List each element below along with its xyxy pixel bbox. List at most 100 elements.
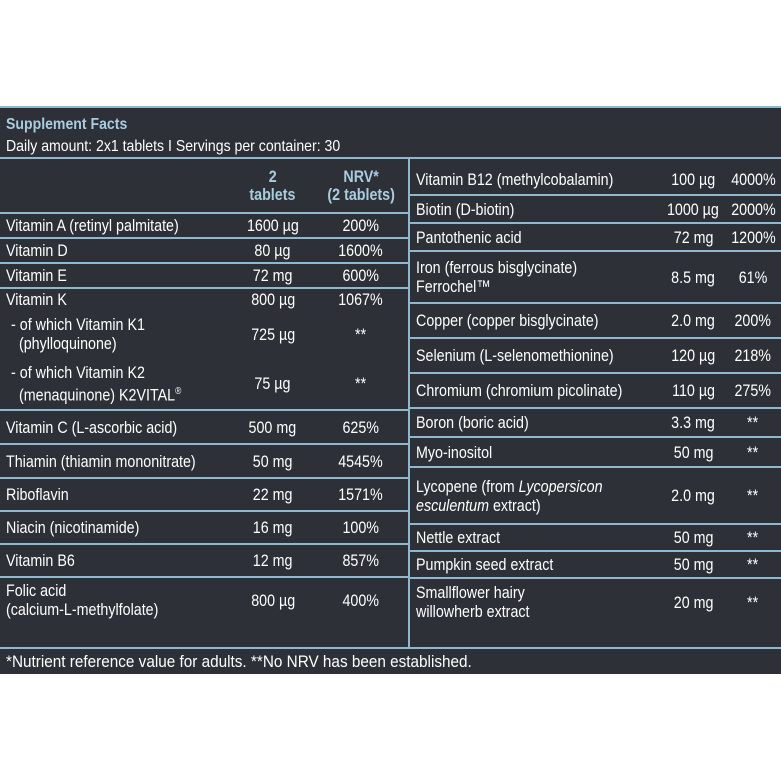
header-divider-left [0,157,408,159]
supplement-facts-panel: Supplement Facts Daily amount: 2x1 table… [0,106,781,674]
table-row: Vitamin E 72 mg 600% [0,263,408,289]
nutrient-nrv: 200% [734,311,772,330]
nutrient-name: Vitamin A (retinyl palmitate) [6,216,179,235]
nutrient-nrv: ** [747,486,759,505]
nutrient-name: Vitamin C (L-ascorbic acid) [6,417,178,437]
nutrient-name: Iron (ferrous bisglycinate) Ferrochel™ [416,258,578,296]
nutrient-nrv: ** [747,413,759,432]
nutrient-nrv: 857% [342,551,380,570]
nutrient-amount: 1000 µg [667,199,720,219]
nutrient-nrv: 2000% [730,199,776,219]
nutrient-name: - of which Vitamin K1 (phylloquinone) [11,315,145,353]
serving-info: Daily amount: 2x1 tablets I Servings per… [6,138,341,155]
nutrient-nrv: 275% [734,381,772,400]
nutrient-nrv: 1200% [730,227,776,247]
table-row: Vitamin A (retinyl palmitate) 1600 µg 20… [0,213,408,239]
nutrient-name: Biotin (D-biotin) [416,199,515,219]
nutrient-amount: 72 mg [252,266,293,285]
column-separator [408,157,410,647]
nutrient-nrv: 625% [342,417,380,437]
nutrient-name: Riboflavin [6,485,69,504]
nutrient-name: Vitamin D [6,241,68,260]
nrv-column-header: NRV* (2 tablets) [313,159,408,214]
nutrient-amount: 12 mg [252,551,293,570]
nutrient-amount: 20 mg [673,592,714,612]
nutrient-amount: 800 µg [250,290,295,309]
bottom-divider [0,647,781,649]
nutrient-amount: 500 mg [248,417,297,437]
right-nutrient-table: Vitamin B12 (methylcobalamin) 100 µg 400… [410,164,781,625]
nutrient-amount: 100 µg [671,169,716,189]
nutrient-nrv: 400% [342,590,380,610]
table-row: Boron (boric acid) 3.3 mg ** [410,408,781,438]
table-row: - of which Vitamin K1 (phylloquinone) 72… [0,310,408,358]
nutrient-name: Vitamin K [6,290,67,309]
nutrient-nrv: 600% [342,266,380,285]
table-row: Vitamin K 800 µg 1067% [0,288,408,310]
table-row: Vitamin D 80 µg 1600% [0,238,408,264]
nutrient-amount: 800 µg [250,590,295,610]
nutrient-amount: 110 µg [671,381,715,400]
table-row: Vitamin B6 12 mg 857% [0,544,408,578]
nutrient-nrv: 200% [342,216,380,235]
nutrient-amount: 50 mg [673,442,714,462]
nutrient-nrv: 1600% [338,241,384,260]
table-row: Lycopene (from Lycopersicon esculentum ex… [410,467,781,525]
table-row: Nettle extract 50 mg ** [410,524,781,552]
table-row: Thiamin (thiamin mononitrate) 50 mg 4545… [0,444,408,479]
nutrient-name: Copper (copper bisglycinate) [416,311,599,330]
nutrient-amount: 16 mg [252,518,293,537]
nutrient-nrv: 4545% [338,451,384,471]
table-row: Pumpkin seed extract 50 mg ** [410,551,781,579]
nutrient-amount: 50 mg [673,555,714,574]
nutrient-name: Folic acid (calcium-L-methylfolate) [6,581,159,619]
nutrient-amount: 8.5 mg [671,267,716,287]
table-row: Niacin (nicotinamide) 16 mg 100% [0,511,408,545]
table-row: Pantothenic acid 72 mg 1200% [410,223,781,252]
nutrient-nrv: 1571% [338,485,384,504]
nutrient-amount: 1600 µg [246,216,299,235]
top-border [0,106,781,108]
nutrient-amount: 2.0 mg [671,311,716,330]
nutrient-name: - of which Vitamin K2 (menaquinone) K2VI… [11,362,182,405]
panel-title: Supplement Facts [6,116,128,133]
nutrient-name: Niacin (nicotinamide) [6,518,140,537]
nutrient-nrv: ** [355,324,367,344]
nutrient-nrv: ** [747,592,759,612]
column-header-row: 2 tablets NRV* (2 tablets) [0,159,408,214]
nutrient-amount: 2.0 mg [671,486,716,505]
nutrient-nrv: ** [747,442,759,462]
nutrient-name: Vitamin B6 [6,551,75,570]
amount-column-header: 2 tablets [231,159,314,214]
header-divider-right [408,157,781,159]
nutrient-amount: 3.3 mg [671,413,716,432]
nutrient-name: Selenium (L-selenomethionine) [416,346,614,365]
table-row: Chromium (chromium picolinate) 110 µg 27… [410,373,781,409]
nutrient-name: Pantothenic acid [416,227,522,247]
table-row: Smallflower hairy willowherb extract 20 m… [410,578,781,625]
table-row: Myo-inositol 50 mg ** [410,437,781,468]
nutrient-amount: 50 mg [252,451,293,471]
nutrient-nrv: 61% [738,267,768,287]
table-row: Vitamin B12 (methylcobalamin) 100 µg 400… [410,164,781,196]
nutrient-name: Vitamin B12 (methylcobalamin) [416,169,614,189]
nutrient-name: Lycopene (from Lycopersicon esculentum ex… [416,476,603,515]
table-row: Folic acid (calcium-L-methylfolate) 800 µ… [0,577,408,622]
table-row: Iron (ferrous bisglycinate) Ferrochel™ 8.… [410,251,781,304]
footnote: *Nutrient reference value for adults. **… [6,652,472,671]
table-row: Vitamin C (L-ascorbic acid) 500 mg 625% [0,410,408,445]
nutrient-nrv: 1067% [338,290,384,309]
table-row: Biotin (D-biotin) 1000 µg 2000% [410,195,781,224]
nutrient-amount: 75 µg [254,374,291,393]
nutrient-name: Vitamin E [6,266,67,285]
nutrient-name: Pumpkin seed extract [416,555,554,574]
nutrient-amount: 80 µg [254,241,291,260]
nutrient-name: Smallflower hairy willowherb extract [416,583,530,621]
nutrient-name: Thiamin (thiamin mononitrate) [6,451,196,471]
table-row: Riboflavin 22 mg 1571% [0,478,408,512]
nutrient-nrv: 4000% [730,169,776,189]
table-row: Selenium (L-selenomethionine) 120 µg 218… [410,338,781,374]
nutrient-amount: 50 mg [673,528,714,547]
nutrient-name: Boron (boric acid) [416,413,529,432]
nutrient-nrv: 218% [734,346,772,365]
